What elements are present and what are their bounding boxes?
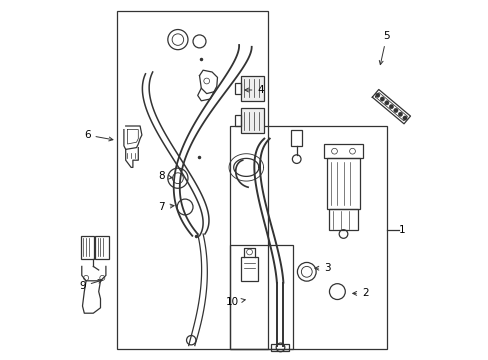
- Bar: [326, 158, 359, 209]
- Bar: [230, 245, 292, 349]
- Circle shape: [388, 104, 393, 109]
- Text: 10: 10: [225, 297, 245, 307]
- Text: 2: 2: [352, 288, 367, 298]
- Text: 1: 1: [399, 225, 405, 235]
- Bar: [81, 236, 94, 259]
- Bar: [323, 144, 363, 158]
- Circle shape: [384, 101, 388, 105]
- Text: 8: 8: [158, 171, 172, 181]
- Bar: [235, 83, 241, 94]
- Text: 7: 7: [158, 202, 174, 212]
- Bar: [271, 344, 289, 351]
- Text: 6: 6: [84, 130, 113, 141]
- Text: 9: 9: [79, 279, 102, 291]
- Circle shape: [375, 93, 379, 98]
- Bar: [291, 130, 302, 146]
- Circle shape: [402, 116, 407, 120]
- Bar: [241, 108, 264, 133]
- Bar: [117, 11, 267, 349]
- Circle shape: [393, 108, 397, 113]
- Bar: [95, 236, 108, 259]
- Bar: [230, 126, 386, 349]
- Text: 3: 3: [314, 263, 330, 273]
- Bar: [241, 76, 264, 101]
- Text: 5: 5: [379, 31, 389, 65]
- Bar: [235, 115, 241, 126]
- Circle shape: [398, 112, 402, 116]
- Bar: [328, 209, 357, 230]
- Bar: [241, 257, 258, 281]
- Circle shape: [379, 97, 384, 101]
- Text: 4: 4: [244, 85, 264, 95]
